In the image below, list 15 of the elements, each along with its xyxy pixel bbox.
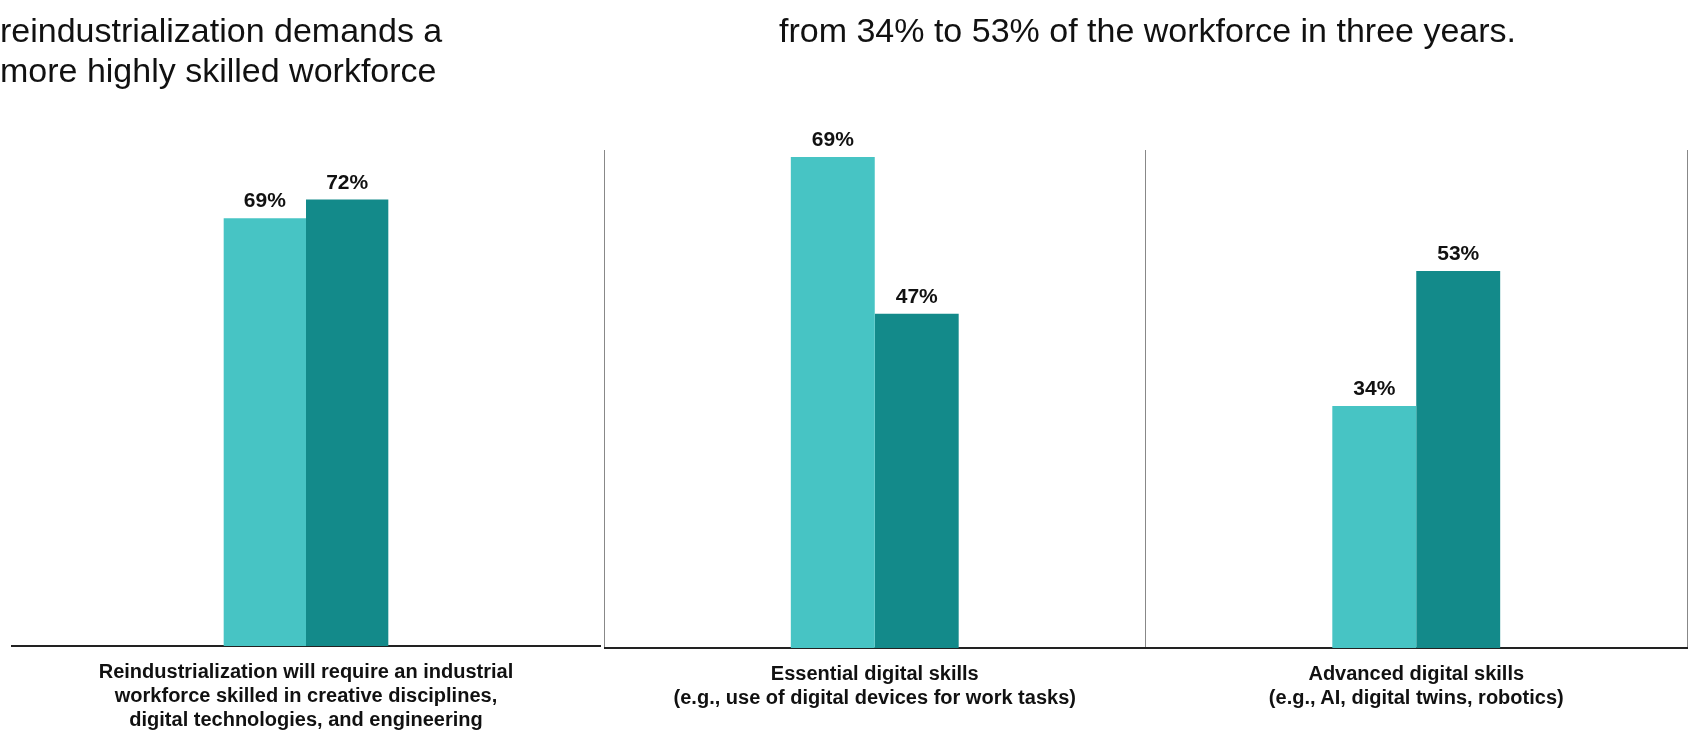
data-label: 69%: [811, 127, 855, 151]
bar: [790, 157, 875, 648]
x-tick-label: Advanced digital skills (e.g., AI, digital twins, robotics): [1268, 661, 1564, 708]
x-tick-label: Reindustrialization will require an industrial workforce skilled in creative disciplines, digital technologies, and engineering: [98, 659, 514, 730]
chart-title: reindustrialization demands a more highly skilled workforce: [0, 10, 444, 91]
data-label: 69%: [243, 188, 287, 212]
data-label: 53%: [1437, 241, 1480, 265]
data-label: 47%: [895, 283, 939, 307]
data-label: 72%: [326, 169, 369, 193]
data-label: 34%: [1353, 376, 1396, 400]
bar: [1416, 270, 1501, 648]
bar: [874, 313, 959, 648]
chart-title: from 34% to 53% of the workforce in three years.: [778, 10, 1517, 51]
x-tick-label: Essential digital skills (e.g., use of digital devices for work tasks): [673, 661, 1076, 708]
bar: [1332, 406, 1417, 648]
